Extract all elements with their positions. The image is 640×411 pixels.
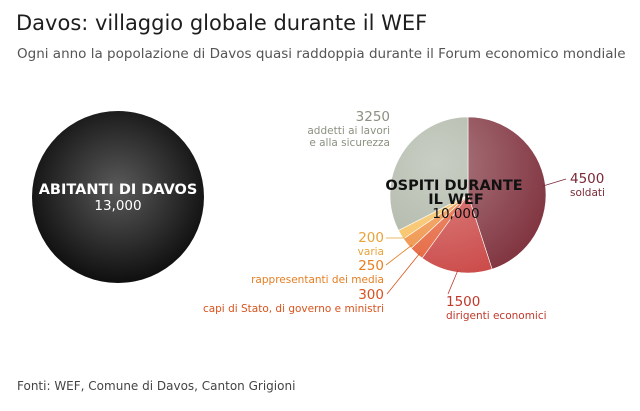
slice-description: varia — [358, 246, 384, 258]
residents-label: ABITANTI DI DAVOS — [39, 182, 198, 198]
slice-value: 300 — [358, 287, 384, 303]
slice-description: soldati — [570, 187, 605, 199]
residents-total: 13,000 — [94, 198, 141, 214]
source-note: Fonti: WEF, Comune di Davos, Canton Grig… — [17, 379, 296, 393]
slice-value: 1500 — [446, 294, 480, 310]
guests-label: IL WEF — [428, 192, 484, 208]
leader-line — [386, 252, 421, 295]
guests-total: 10,000 — [432, 206, 479, 222]
residents-slice — [32, 111, 204, 283]
slice-description: addetti ai lavori — [307, 125, 390, 137]
leader-line — [385, 244, 413, 266]
slice-description: capi di Stato, di governo e ministri — [203, 303, 384, 315]
slice-description: rappresentanti dei media — [251, 274, 384, 286]
slice-value: 200 — [358, 230, 384, 246]
guests-label: OSPITI DURANTE — [385, 178, 522, 194]
slice-value: 4500 — [570, 171, 604, 187]
slice-value: 250 — [358, 258, 384, 274]
slice-description: dirigenti economici — [446, 310, 547, 322]
slice-value: 3250 — [356, 109, 390, 125]
chart-subtitle: Ogni anno la popolazione di Davos quasi … — [17, 46, 626, 62]
leader-line — [542, 178, 567, 187]
chart-title: Davos: villaggio globale durante il WEF — [16, 11, 428, 35]
slice-description: e alla sicurezza — [309, 137, 390, 149]
leader-line — [447, 269, 459, 295]
